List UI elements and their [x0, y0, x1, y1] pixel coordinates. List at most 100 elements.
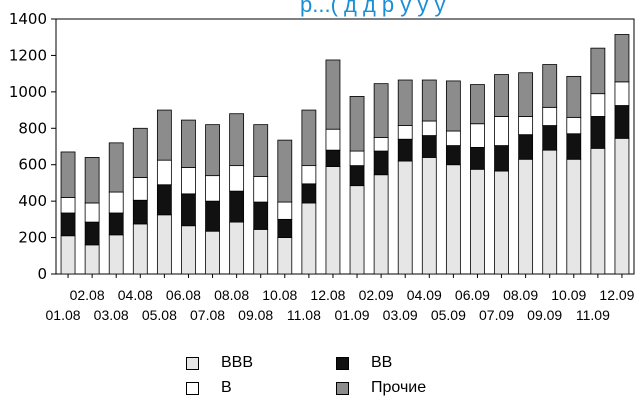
legend-label-other: Прочие — [371, 379, 427, 396]
bar-segment-прочие — [60, 151, 76, 198]
bar-segment-b — [253, 176, 269, 203]
x-tick-label: 01.09 — [335, 307, 370, 323]
bar-segment-bbb — [566, 158, 582, 275]
bar-segment-bb — [445, 145, 461, 166]
legend-label-bbb: BBB — [221, 354, 254, 371]
bar-segment-прочие — [181, 119, 196, 168]
bar-segment-прочие — [614, 34, 630, 83]
y-tick-label: 200 — [18, 229, 47, 247]
bar-segment-bb — [325, 149, 341, 167]
bar-segment-bb — [60, 212, 76, 237]
y-tick-label: 400 — [18, 192, 47, 210]
x-tick-label: 07.09 — [479, 307, 514, 323]
bar-segment-прочие — [156, 109, 172, 161]
chart-title-fragment: р...( д д р у у у — [300, 0, 446, 17]
bar-segment-bb — [421, 135, 437, 158]
bar-segment-b — [445, 130, 461, 146]
x-tick-label: 05.08 — [142, 307, 177, 323]
x-tick-label: 02.08 — [70, 287, 105, 303]
bar-segment-bb — [518, 134, 534, 160]
bar-segment-прочие — [518, 72, 534, 117]
bar-segment-прочие — [445, 80, 461, 132]
bar-segment-bb — [470, 147, 485, 170]
bar-segment-bbb — [60, 235, 76, 275]
bar-segment-b — [181, 167, 196, 195]
bar-segment-b — [205, 175, 220, 202]
bar-segment-bbb — [494, 170, 509, 275]
x-tick-label: 04.08 — [118, 287, 153, 303]
bar-segment-bb — [181, 193, 196, 227]
bar-segment-b — [566, 116, 582, 135]
bar-segment-bbb — [253, 228, 269, 275]
bar-segment-bbb — [84, 244, 100, 275]
bar-segment-bbb — [301, 202, 317, 275]
bar-segment-прочие — [229, 113, 245, 167]
bar-segment-b — [156, 159, 172, 186]
bar-segment-bbb — [373, 174, 389, 275]
bar-segment-bb — [542, 125, 558, 151]
bar-segment-прочие — [277, 139, 293, 203]
plot-frame — [55, 18, 635, 275]
bar-segment-bb — [614, 105, 630, 139]
bar-segment-b — [132, 177, 148, 201]
bar-segment-bb — [229, 190, 245, 223]
bar-segment-bb — [253, 201, 269, 230]
x-tick-label: 03.09 — [383, 307, 418, 323]
bar-segment-bbb — [614, 137, 630, 275]
legend-item-other: Прочие — [336, 377, 426, 399]
bar-segment-b — [60, 197, 76, 214]
x-tick-label: 11.09 — [576, 307, 610, 323]
bar-segment-bb — [108, 212, 124, 236]
y-tick-label: 1000 — [9, 83, 47, 101]
bar-segment-прочие — [205, 124, 220, 177]
legend-label-bb: BB — [371, 354, 393, 371]
bar-segment-bbb — [229, 221, 245, 275]
bar-segment-прочие — [566, 75, 582, 118]
x-tick-label: 04.09 — [407, 287, 442, 303]
legend-label-b: B — [221, 379, 232, 396]
bar-segment-bbb — [445, 164, 461, 275]
x-tick-label: 09.09 — [527, 307, 562, 323]
bar-segment-bbb — [205, 230, 220, 275]
y-tick-label: 0 — [37, 265, 47, 283]
bar-segment-прочие — [108, 142, 124, 193]
bar-segment-bbb — [325, 166, 341, 275]
bar-segment-bb — [349, 165, 365, 187]
bar-segment-прочие — [494, 74, 509, 117]
y-tick-label: 1400 — [9, 10, 47, 28]
x-tick-label: 10.08 — [262, 287, 297, 303]
bar-segment-b — [614, 81, 630, 106]
bar-segment-bbb — [156, 214, 172, 275]
bar-segment-bb — [132, 199, 148, 225]
x-tick-label: 11.08 — [287, 307, 321, 323]
x-tick-label: 03.08 — [94, 307, 129, 323]
bar-segment-bbb — [277, 237, 293, 275]
bar-segment-прочие — [132, 127, 148, 178]
bar-segment-прочие — [373, 83, 389, 138]
chart-bars — [60, 34, 630, 275]
bar-segment-b — [397, 125, 413, 140]
bar-segment-b — [301, 165, 317, 185]
bar-segment-b — [108, 191, 124, 214]
legend-item-bbb: BBB — [186, 352, 253, 374]
x-tick-label: 10.09 — [551, 287, 586, 303]
bar-segment-bbb — [108, 234, 124, 275]
x-tick-label: 01.08 — [46, 307, 81, 323]
bar-segment-b — [229, 165, 245, 192]
bar-segment-прочие — [470, 84, 485, 125]
bar-segment-bbb — [421, 157, 437, 275]
bar-segment-bbb — [132, 223, 148, 275]
bar-segment-bb — [494, 145, 509, 172]
stacked-bar-chart: 0 200 400 600 800 1000 1200 1400 01.08 02.08 03.0… — [9, 10, 635, 323]
x-tick-label: 12.09 — [599, 287, 634, 303]
bar-segment-bbb — [397, 160, 413, 275]
bar-segment-прочие — [253, 124, 269, 177]
y-tick-label: 1200 — [9, 46, 47, 64]
bar-segment-bb — [373, 150, 389, 176]
y-axis-ticks: 0 200 400 600 800 1000 1200 1400 — [9, 10, 56, 283]
bar-segment-b — [325, 128, 341, 151]
x-axis-ticks: 01.08 02.08 03.08 04.08 05.08 06.08 07.08 08.08… — [46, 274, 635, 323]
bar-segment-b — [277, 201, 293, 220]
x-tick-label: 08.09 — [503, 287, 538, 303]
bar-segment-bbb — [349, 185, 365, 275]
